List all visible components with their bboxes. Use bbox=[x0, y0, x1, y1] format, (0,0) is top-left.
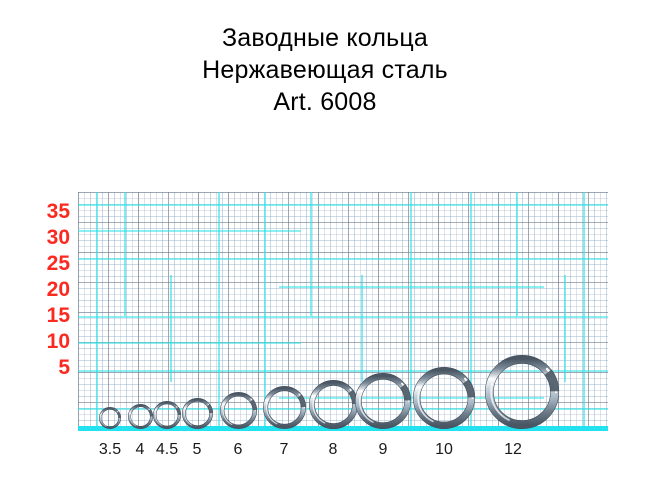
x-axis: 3.5 4 4.5 5 6 7 8 9 10 12 bbox=[0, 441, 650, 463]
grid-accent-vertical bbox=[564, 275, 566, 383]
grid-accent-vertical bbox=[96, 192, 98, 430]
grid-accent-horizontal bbox=[78, 342, 301, 344]
y-axis-tick-label: 20 bbox=[46, 278, 70, 301]
x-axis-tick-label: 6 bbox=[233, 441, 243, 458]
x-axis-tick-label: 7 bbox=[279, 441, 289, 458]
x-axis-tick-label: 4 bbox=[135, 441, 145, 458]
split-ring-marker[interactable] bbox=[179, 395, 216, 432]
x-axis-tick-label: 9 bbox=[378, 441, 388, 458]
split-ring-marker[interactable] bbox=[482, 352, 562, 432]
split-ring-marker[interactable] bbox=[410, 364, 478, 432]
x-axis-tick-label: 12 bbox=[504, 441, 522, 458]
y-axis-tick-label: 25 bbox=[46, 252, 70, 275]
grid-accent-vertical bbox=[170, 275, 172, 383]
x-axis-tick-label: 8 bbox=[328, 441, 338, 458]
grid-accent-vertical bbox=[124, 192, 126, 316]
title-line-2: Нержавеющая сталь bbox=[202, 56, 448, 84]
split-ring-marker[interactable] bbox=[260, 383, 309, 432]
split-ring-marker[interactable] bbox=[96, 404, 124, 432]
y-axis-tick-label: 30 bbox=[46, 226, 70, 249]
grid-accent-horizontal bbox=[279, 286, 545, 288]
grid-accent-horizontal bbox=[78, 258, 608, 260]
title-line-1: Заводные кольца bbox=[222, 24, 428, 52]
x-axis-tick-label: 5 bbox=[192, 441, 202, 458]
grid-accent-horizontal bbox=[78, 316, 608, 318]
split-ring-marker[interactable] bbox=[217, 389, 260, 432]
axis-baseline bbox=[78, 426, 608, 431]
split-ring-marker[interactable] bbox=[352, 370, 414, 432]
y-axis-tick-label: 35 bbox=[46, 200, 70, 223]
x-axis-tick-label: 10 bbox=[435, 441, 453, 458]
split-ring-marker[interactable] bbox=[150, 398, 184, 432]
split-ring-marker[interactable] bbox=[125, 401, 156, 432]
y-axis-tick-label: 5 bbox=[58, 356, 70, 379]
x-axis-tick-label: 4.5 bbox=[155, 441, 179, 458]
y-axis: 35 30 25 20 15 10 5 bbox=[30, 192, 74, 430]
page-title: Заводные кольца Нержавеющая сталь Art. 6… bbox=[0, 22, 650, 118]
grid-accent-vertical bbox=[583, 192, 585, 430]
y-axis-tick-label: 10 bbox=[46, 330, 70, 353]
title-line-3: Art. 6008 bbox=[273, 88, 377, 116]
y-axis-tick-label: 15 bbox=[46, 304, 70, 327]
x-axis-tick-label: 3.5 bbox=[98, 441, 122, 458]
grid-accent-vertical bbox=[516, 192, 518, 316]
grid-accent-horizontal bbox=[78, 230, 301, 232]
grid-accent-horizontal bbox=[78, 204, 608, 206]
grid-accent-vertical bbox=[361, 275, 363, 383]
grid-accent-vertical bbox=[310, 192, 312, 316]
